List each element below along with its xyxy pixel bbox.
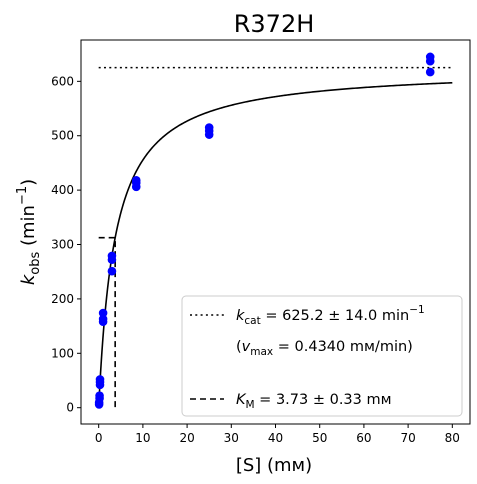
x-tick-label: 0 — [95, 431, 103, 445]
y-tick-label: 600 — [51, 74, 74, 88]
y-tick-label: 400 — [51, 183, 74, 197]
y-axis: 0 100 200 300 400 500 600 — [51, 74, 81, 415]
legend-vmax-label: (vmax = 0.4340 mм/min) — [236, 339, 413, 358]
x-tick-label: 80 — [445, 431, 460, 445]
y-axis-label: kobs (min−1) — [15, 179, 43, 285]
x-tick-label: 10 — [135, 431, 150, 445]
y-tick-label: 500 — [51, 129, 74, 143]
x-axis-label: [S] (mм) — [236, 455, 312, 476]
x-tick-label: 70 — [400, 431, 415, 445]
data-point — [131, 176, 141, 185]
legend-km-label: KM = 3.73 ± 0.33 mм — [236, 392, 392, 411]
fit-curve — [97, 81, 453, 408]
plot-area — [80, 39, 471, 425]
data-point — [107, 251, 117, 261]
x-tick-label: 60 — [356, 431, 371, 445]
data-point — [107, 266, 117, 276]
x-tick-label: 40 — [268, 431, 283, 445]
legend-kcat-label: kcat = 625.2 ± 14.0 min−1 — [236, 304, 425, 327]
data-point — [425, 52, 435, 62]
chart-title: R372H — [234, 10, 315, 38]
x-tick-label: 30 — [224, 431, 239, 445]
data-point — [98, 314, 108, 324]
data-point — [98, 308, 108, 318]
x-tick-label: 50 — [312, 431, 327, 445]
data-point — [95, 375, 105, 384]
x-axis: 0 10 20 30 40 50 60 70 80 — [95, 424, 460, 445]
legend: kcat = 625.2 ± 14.0 min−1 (vmax = 0.4340… — [181, 295, 463, 417]
y-tick-label: 0 — [66, 401, 74, 415]
data-point — [204, 123, 214, 132]
y-tick-label: 100 — [51, 346, 74, 360]
y-tick-label: 300 — [51, 238, 74, 252]
y-tick-label: 200 — [51, 292, 74, 306]
legend-box — [181, 295, 463, 417]
data-point — [425, 67, 435, 77]
km-line — [98, 236, 116, 408]
data-point — [95, 391, 104, 401]
x-tick-label: 20 — [179, 431, 194, 445]
